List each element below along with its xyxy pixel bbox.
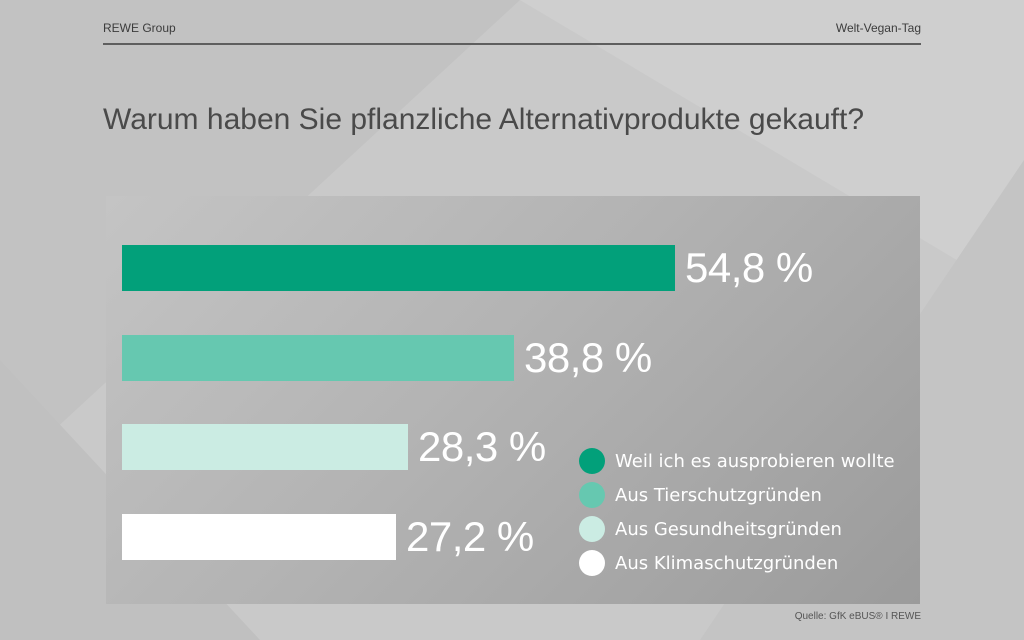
source-note: Quelle: GfK eBUS® I REWE [794, 611, 921, 622]
bar-1 [122, 245, 675, 291]
topic-label: Welt-Vegan-Tag [835, 21, 921, 35]
legend-item-1: Weil ich es ausprobieren wollte [579, 444, 895, 478]
bar-value-label-3: 28,3 % [418, 423, 546, 470]
legend-item-2: Aus Tierschutzgründen [579, 478, 895, 512]
legend-swatch-3 [579, 516, 605, 542]
legend-label-2: Aus Tierschutzgründen [615, 484, 822, 506]
brand-label: REWE Group [103, 21, 176, 35]
bar-2 [122, 335, 514, 381]
chart-legend: Weil ich es ausprobieren wollte Aus Tiers… [579, 444, 895, 580]
legend-item-3: Aus Gesundheitsgründen [579, 512, 895, 546]
legend-swatch-1 [579, 448, 605, 474]
legend-item-4: Aus Klimaschutzgründen [579, 546, 895, 580]
legend-label-1: Weil ich es ausprobieren wollte [615, 450, 895, 472]
chart-title: Warum haben Sie pflanzliche Alternativpr… [103, 103, 865, 136]
legend-swatch-2 [579, 482, 605, 508]
legend-label-4: Aus Klimaschutzgründen [615, 552, 839, 574]
bar-4 [122, 514, 396, 560]
bar-value-label-4: 27,2 % [406, 513, 534, 560]
legend-swatch-4 [579, 550, 605, 576]
header-divider [103, 43, 921, 45]
chart-panel: 54,8 % 38,8 % 28,3 % 27,2 % Weil ich es aus… [106, 196, 920, 604]
bar-value-label-1: 54,8 % [685, 244, 813, 291]
legend-label-3: Aus Gesundheitsgründen [615, 518, 842, 540]
bar-value-label-2: 38,8 % [524, 334, 652, 381]
bar-3 [122, 424, 408, 470]
